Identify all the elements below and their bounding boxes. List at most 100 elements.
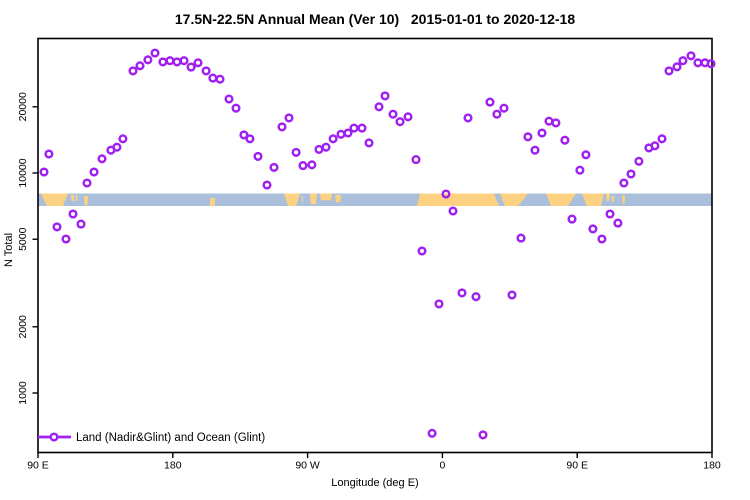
data-point (82, 178, 92, 188)
data-point (567, 214, 577, 224)
data-point (499, 103, 509, 113)
x-tick-label: 90 E (566, 460, 588, 472)
data-point (544, 116, 554, 126)
data-point (76, 219, 86, 229)
data-point (657, 134, 667, 144)
chart-title: 17.5N-22.5N Annual Mean (Ver 10) 2015-01… (175, 11, 575, 27)
x-tick-label: 0 (439, 460, 445, 472)
land-segment (309, 193, 318, 205)
land-segment (611, 196, 614, 203)
data-point (186, 62, 196, 72)
data-point (128, 66, 138, 76)
data-point (328, 134, 338, 144)
data-point (39, 167, 49, 177)
x-tick-label: 180 (164, 460, 182, 472)
land-segment (40, 193, 68, 206)
data-point (597, 234, 607, 244)
data-points (39, 48, 716, 440)
x-tick-label: 180 (703, 460, 721, 472)
land-segment (283, 193, 300, 206)
y-tick-label: 10000 (17, 158, 29, 187)
data-point (61, 234, 71, 244)
legend: Land (Nadir&Glint) and Ocean (Glint) (38, 432, 265, 444)
data-point (693, 58, 703, 68)
ocean-strip (38, 193, 712, 206)
data-point (448, 206, 458, 216)
legend-marker-icon (49, 432, 59, 442)
data-point (314, 144, 324, 154)
land-segment (335, 195, 342, 203)
data-point (626, 169, 636, 179)
data-point (245, 134, 255, 144)
data-point (44, 149, 54, 159)
data-point (277, 122, 287, 132)
y-axis: 1000 2000 5000 10000 20000 (17, 92, 38, 405)
y-tick-label: 5000 (17, 227, 29, 251)
land-segment (416, 193, 528, 206)
data-point (269, 162, 279, 172)
data-point (706, 59, 716, 69)
data-point (434, 299, 444, 309)
data-point (427, 428, 437, 438)
land-segment (581, 193, 605, 206)
data-point (395, 117, 405, 127)
data-point (284, 113, 294, 123)
data-point (664, 66, 674, 76)
land-segment (605, 193, 611, 201)
data-point (605, 209, 615, 219)
data-point (112, 142, 122, 152)
data-point (411, 155, 421, 165)
data-point (678, 56, 688, 66)
data-point (650, 141, 660, 151)
data-point (97, 154, 107, 164)
data-point (165, 56, 175, 66)
data-point (471, 292, 481, 302)
data-point (575, 165, 585, 175)
data-point (89, 167, 99, 177)
data-point (417, 246, 427, 256)
data-point (231, 103, 241, 113)
data-point (485, 97, 495, 107)
data-point (634, 156, 644, 166)
y-tick-label: 2000 (17, 315, 29, 339)
land-segment (546, 193, 577, 206)
land-segment (209, 197, 216, 206)
data-point (374, 102, 384, 112)
data-point (118, 134, 128, 144)
data-point (507, 290, 517, 300)
land-segment (301, 196, 304, 203)
data-point (613, 218, 623, 228)
data-point (492, 109, 502, 119)
data-point (457, 288, 467, 298)
data-point (530, 145, 540, 155)
x-tick-label: 90 W (295, 460, 320, 472)
data-point (686, 51, 696, 61)
data-point (388, 109, 398, 119)
land-segment (70, 194, 74, 201)
data-point (201, 66, 211, 76)
data-point (262, 180, 272, 190)
y-axis-title: N Total (3, 233, 15, 267)
data-point (441, 189, 451, 199)
data-point (581, 150, 591, 160)
data-point (672, 62, 682, 72)
data-point (523, 132, 533, 142)
data-point (158, 57, 168, 67)
x-axis-title: Longitude (deg E) (331, 477, 418, 489)
data-point (135, 61, 145, 71)
land-ocean-strip (38, 193, 712, 206)
y-tick-label: 1000 (17, 381, 29, 405)
ocean-segment (493, 193, 506, 206)
data-point (380, 91, 390, 101)
data-point (588, 224, 598, 234)
data-point (551, 118, 561, 128)
x-tick-label: 90 E (27, 460, 49, 472)
data-point (336, 129, 346, 139)
data-point (403, 112, 413, 122)
data-point (68, 209, 78, 219)
plot-box (37, 37, 713, 454)
data-point (537, 128, 547, 138)
data-point (193, 58, 203, 68)
y-tick-label: 20000 (17, 92, 29, 121)
